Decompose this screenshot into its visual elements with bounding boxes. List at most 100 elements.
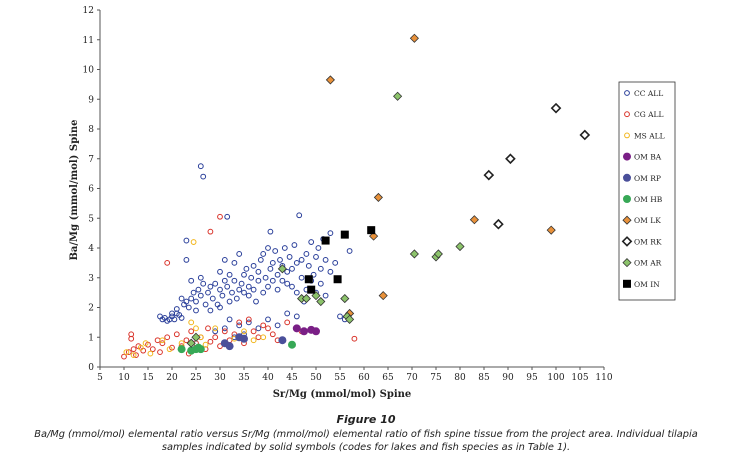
point-ms-all (178, 340, 185, 347)
point-cc-all (265, 283, 271, 290)
point-cc-all (269, 277, 276, 284)
point-cc-all (267, 265, 274, 272)
point-cc-all (260, 289, 267, 296)
point-ms-all (250, 337, 257, 344)
y-axis-title: Ba/Mg (mmol/mol) Spine (69, 119, 80, 260)
point-om-rp (278, 336, 287, 345)
point-cg-all (125, 349, 132, 356)
point-cc-all (253, 298, 259, 305)
point-cg-all (173, 331, 180, 338)
x-tick-label: 110 (595, 373, 612, 383)
point-cc-all (243, 265, 250, 272)
x-tick-label: 5 (97, 373, 103, 383)
point-ms-all (260, 334, 267, 341)
point-cc-all (231, 259, 238, 266)
point-cc-all (183, 237, 190, 244)
point-cc-all (236, 322, 243, 329)
point-cc-all (188, 295, 195, 302)
x-tick-label: 55 (334, 373, 346, 383)
x-axis-title: Sr/Mg (mmol/mol) Spine (273, 389, 412, 400)
point-cc-all (236, 251, 243, 257)
point-ms-all (190, 239, 197, 245)
point-cc-all (241, 289, 247, 296)
point-ms-all (137, 344, 144, 351)
y-tick-label: 2 (88, 304, 94, 314)
point-ms-all (241, 328, 247, 335)
y-tick-label: 11 (83, 36, 94, 46)
point-cc-all (231, 277, 238, 284)
point-om-lk (325, 75, 335, 85)
point-om-lk (469, 215, 479, 225)
legend-label-om-lk: OM LK (634, 216, 661, 225)
x-tick-label: 20 (166, 373, 178, 383)
legend: CC ALL CG ALL MS ALL OM BA OM RP OM HB OM LK OM… (618, 81, 676, 301)
point-cc-all (212, 328, 219, 335)
point-cg-all (205, 325, 211, 332)
point-cc-all (250, 262, 257, 269)
point-cc-all (293, 259, 300, 266)
point-cg-all (221, 328, 228, 335)
x-tick-label: 35 (238, 373, 250, 383)
point-cc-all (190, 289, 197, 296)
x-tick-label: 95 (526, 373, 538, 383)
point-cc-all (245, 319, 252, 326)
x-tick-label: 105 (571, 373, 588, 383)
point-cc-all (293, 313, 300, 320)
point-om-rk (483, 169, 495, 181)
point-cg-all (133, 352, 139, 359)
point-cc-all (255, 268, 262, 275)
x-tick-label: 65 (382, 373, 394, 383)
point-om-in (321, 236, 330, 245)
point-cc-all (193, 307, 199, 314)
point-om-ar (409, 249, 419, 259)
legend-label-cc-all: CC ALL (634, 89, 663, 98)
point-cc-all (262, 274, 269, 281)
point-cc-all (205, 289, 211, 296)
point-om-ba (312, 327, 320, 336)
point-cc-all (226, 271, 233, 278)
x-tick-label: 85 (478, 373, 490, 383)
point-cg-all (207, 338, 214, 345)
series-ms-all (123, 239, 267, 359)
point-cc-all (286, 254, 293, 260)
point-cc-all (310, 271, 317, 278)
point-cg-all (149, 346, 156, 353)
series-om-ba (292, 324, 320, 336)
point-cc-all (293, 289, 300, 296)
point-cc-all (212, 280, 219, 287)
legend-marker-ms-all (624, 132, 630, 139)
legend-marker-om-rk (621, 236, 633, 247)
point-cg-all (250, 328, 257, 335)
point-cg-all (183, 337, 190, 344)
point-cc-all (260, 251, 267, 257)
point-om-ar (186, 338, 196, 348)
y-tick-label: 0 (88, 363, 94, 373)
point-om-rp (225, 342, 234, 351)
point-ms-all (188, 319, 195, 326)
point-om-in (304, 275, 313, 284)
point-om-hb (196, 345, 205, 354)
point-om-in (333, 275, 342, 284)
figure-title: Figure 10 (336, 413, 396, 426)
point-om-hb (177, 345, 186, 354)
point-om-rp (240, 334, 248, 343)
point-cg-all (255, 334, 262, 341)
point-ms-all (130, 352, 137, 359)
point-cg-all (159, 340, 166, 347)
point-cc-all (284, 310, 291, 317)
point-cc-all (274, 322, 281, 329)
point-cc-all (289, 283, 295, 290)
point-cc-all (226, 298, 233, 305)
point-cc-all (217, 304, 223, 311)
point-cc-all (241, 271, 247, 278)
point-cg-all (164, 334, 171, 341)
point-cc-all (322, 257, 329, 263)
point-cc-all (267, 228, 274, 235)
point-cc-all (298, 274, 305, 281)
point-cc-all (236, 286, 243, 293)
point-cg-all (217, 213, 223, 220)
point-cg-all (245, 316, 252, 323)
point-om-ba (300, 327, 308, 336)
point-cg-all (212, 334, 219, 341)
